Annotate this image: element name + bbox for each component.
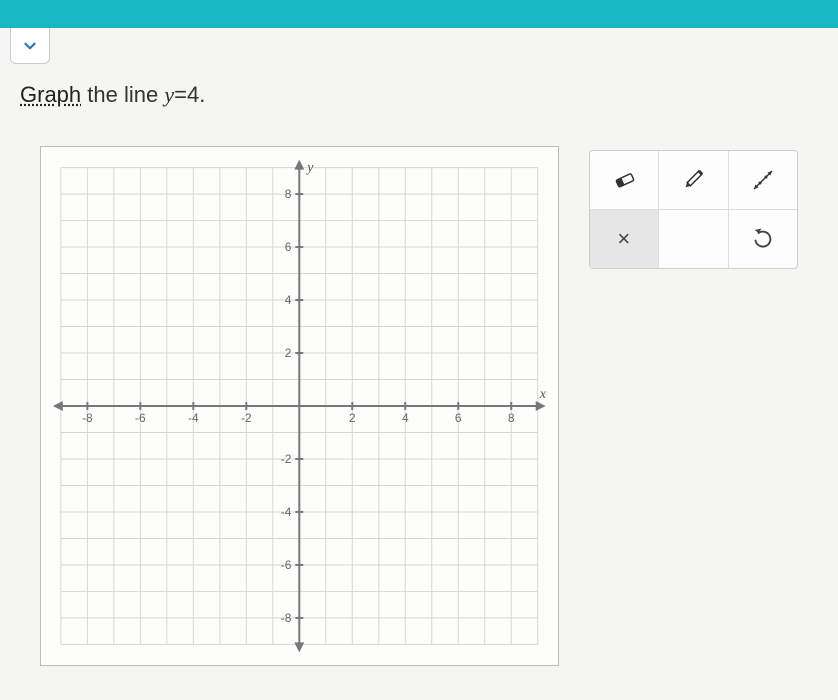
svg-text:-4: -4 [281,505,292,519]
question-period: . [199,82,205,107]
svg-text:-2: -2 [241,411,252,425]
svg-text:-2: -2 [281,452,292,466]
line-icon [748,165,778,195]
graph-term-link[interactable]: Graph [20,82,81,107]
svg-text:x: x [539,387,547,402]
eraser-icon [609,165,639,195]
svg-text:4: 4 [285,293,292,307]
question-text: Graph the line y=4. [0,64,838,116]
close-icon: × [617,226,630,252]
clear-button[interactable]: × [590,210,659,268]
chevron-down-icon [21,37,39,55]
graph-canvas[interactable]: -8 -6 -4 -2 2 4 6 8 8 6 4 2 -2 -4 -6 -8 x y [40,146,559,666]
tool-row-2: × [590,210,797,268]
equation-value: 4 [187,82,199,107]
work-area: -8 -6 -4 -2 2 4 6 8 8 6 4 2 -2 -4 -6 -8 x y [0,116,838,696]
equation-variable: y [164,82,174,107]
tool-row-1 [590,151,797,210]
svg-text:-8: -8 [82,411,93,425]
pencil-tool[interactable] [659,151,728,209]
svg-text:6: 6 [285,240,292,254]
undo-icon [748,224,778,254]
undo-button[interactable] [729,210,797,268]
pencil-icon [678,165,708,195]
question-text-part: the line [81,82,164,107]
svg-text:-4: -4 [188,411,199,425]
svg-text:6: 6 [455,411,462,425]
svg-text:-6: -6 [135,411,146,425]
collapse-button[interactable] [10,28,50,64]
toolbox: × [589,150,798,269]
equation-equals: = [174,82,187,107]
top-bar [0,0,838,28]
svg-text:2: 2 [349,411,356,425]
svg-text:-8: -8 [281,611,292,625]
svg-text:y: y [305,161,314,176]
svg-text:-6: -6 [281,558,292,572]
eraser-tool[interactable] [590,151,659,209]
svg-text:8: 8 [285,187,292,201]
svg-text:2: 2 [285,346,292,360]
svg-text:8: 8 [508,411,515,425]
svg-text:4: 4 [402,411,409,425]
empty-tool-slot [659,210,728,268]
line-tool[interactable] [729,151,797,209]
